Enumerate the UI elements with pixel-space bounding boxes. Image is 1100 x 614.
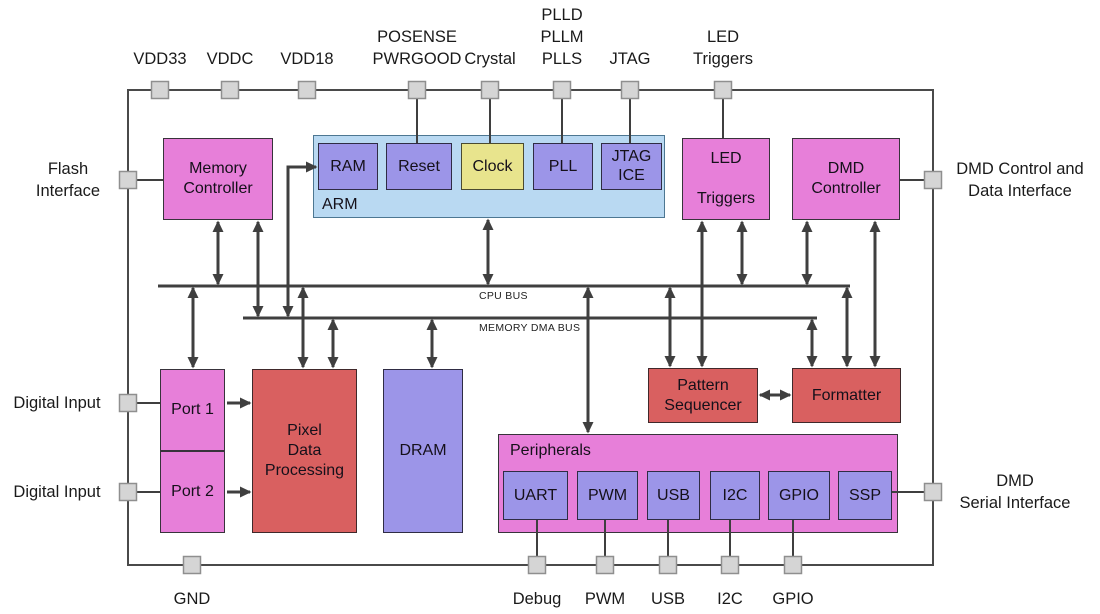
single-arrows (227, 397, 252, 498)
label-led-triggers-pin: LED Triggers (693, 28, 753, 68)
pin-pll (552, 80, 572, 100)
arm-label: ARM (322, 195, 358, 213)
label-plld-pllm-plls: PLLD PLLM PLLS (540, 6, 584, 68)
pin-debug (527, 555, 547, 575)
memory-dma-bus-label: MEMORY DMA BUS (479, 322, 581, 334)
label-dmd-serial-interface: DMD Serial Interface (959, 472, 1071, 512)
pin-dmd-serial (923, 482, 943, 502)
block-ssp: SSP (838, 471, 892, 520)
pin-gnd (182, 555, 202, 575)
block-dmd-controller: DMD Controller (792, 138, 900, 220)
block-gpio: GPIO (768, 471, 830, 520)
label-jtag: JTAG (609, 50, 651, 68)
block-pll: PLL (533, 143, 593, 190)
cpu-bus-label: CPU BUS (479, 290, 528, 302)
block-uart: UART (503, 471, 568, 520)
pin-posense-pwrgood (407, 80, 427, 100)
pin-jtag (620, 80, 640, 100)
label-posense-pwrgood: POSENSE PWRGOOD (372, 28, 462, 68)
pin-vddc (220, 80, 240, 100)
label-flash-interface: Flash Interface (35, 160, 101, 200)
block-reset: Reset (386, 143, 452, 190)
label-crystal: Crystal (464, 50, 516, 68)
pin-digital-input-1 (118, 393, 138, 413)
block-ram: RAM (318, 143, 378, 190)
label-dmd-control-data-interface: DMD Control and Data Interface (956, 160, 1084, 200)
pin-dmd-control-data (923, 170, 943, 190)
label-i2c: I2C (717, 590, 743, 608)
pin-pwm (595, 555, 615, 575)
pin-crystal (480, 80, 500, 100)
label-vdd18: VDD18 (280, 50, 334, 68)
block-pwm: PWM (577, 471, 638, 520)
block-pixel-data-processing: Pixel Data Processing (252, 369, 357, 533)
block-formatter: Formatter (792, 368, 901, 423)
label-vdd33: VDD33 (133, 50, 187, 68)
block-i2c: I2C (710, 471, 760, 520)
label-usb: USB (651, 590, 685, 608)
label-pwm: PWM (584, 590, 626, 608)
label-debug: Debug (512, 590, 562, 608)
block-port-2: Port 2 (160, 451, 225, 533)
label-gpio: GPIO (772, 590, 814, 608)
pin-vdd18 (297, 80, 317, 100)
label-vddc: VDDC (206, 50, 254, 68)
pin-vdd33 (150, 80, 170, 100)
label-digital-input-2: Digital Input (13, 483, 101, 501)
pin-digital-input-2 (118, 482, 138, 502)
pin-led-triggers (713, 80, 733, 100)
pin-i2c (720, 555, 740, 575)
block-port-1: Port 1 (160, 369, 225, 451)
block-clock: Clock (461, 143, 524, 190)
label-gnd: GND (173, 590, 211, 608)
label-digital-input-1: Digital Input (13, 394, 101, 412)
block-jtag-ice: JTAG ICE (601, 143, 662, 190)
pin-usb (658, 555, 678, 575)
block-pattern-sequencer: Pattern Sequencer (648, 368, 758, 423)
block-dram: DRAM (383, 369, 463, 533)
peripherals-label: Peripherals (510, 442, 591, 459)
block-usb: USB (647, 471, 700, 520)
arrow-dmabus-ram (282, 161, 318, 318)
block-led-triggers: LED Triggers (682, 138, 770, 220)
pin-gpio (783, 555, 803, 575)
block-memory-controller: Memory Controller (163, 138, 273, 220)
